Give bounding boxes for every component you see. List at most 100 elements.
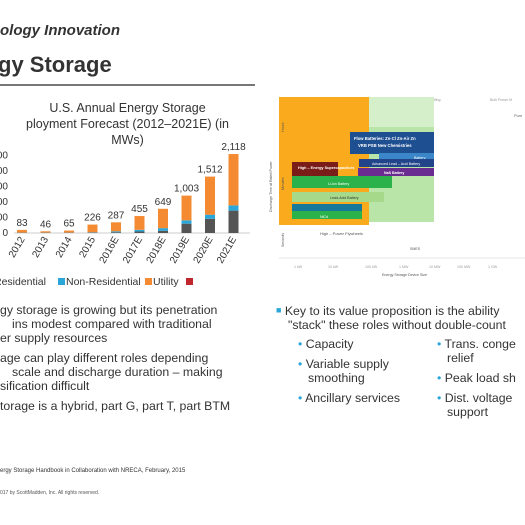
diagram-x-axis-label: Energy Storage Device Size	[382, 273, 427, 277]
chart-title-line: ployment Forecast (2012–2021E) (in	[26, 117, 229, 131]
bar-segment	[64, 230, 74, 233]
flow-batteries-label: Flow Batteries: Zn-Cl Zn-Air Zn	[354, 136, 416, 141]
diagram-x-tick: 10 MW	[429, 265, 441, 269]
x-tick-label: 2017E	[121, 235, 145, 266]
dot-bullet-icon: •	[298, 357, 303, 371]
right-sub-list-a: • Capacity • Variable supply smoothing •…	[298, 337, 433, 405]
chart-title-line: MWs)	[111, 133, 144, 147]
bullet-line: sification difficult	[0, 379, 90, 393]
bar-total-label: 455	[131, 204, 148, 215]
diagram-x-tick: 1 GW	[488, 265, 498, 269]
bar-segment	[228, 205, 239, 211]
diagram-top-label: Bulk Power M	[490, 98, 512, 102]
bar-segment	[181, 223, 192, 233]
supercapacitors-label: High – Energy Supercapacitors	[298, 166, 354, 170]
diagram-x-tick: 1 MW	[399, 265, 409, 269]
square-bullet-icon: ■	[276, 305, 282, 315]
advanced-lead-acid-label: Advanced Lead – Acid Battery	[372, 162, 420, 166]
bar-total-label: 226	[84, 213, 101, 224]
bar-segment	[205, 176, 215, 215]
dot-bullet-icon: •	[298, 337, 303, 351]
bar-segment	[158, 228, 168, 231]
dot-bullet-icon: •	[437, 337, 442, 351]
diagram-y-tick: Seconds	[281, 233, 285, 247]
y-tick-label: 00	[0, 213, 8, 224]
battery-box	[379, 153, 434, 161]
flywheels-label: High – Power Flywheels	[320, 231, 363, 236]
bullet-line: "stack" these roles without double-count	[288, 318, 506, 332]
title-divider	[0, 84, 255, 86]
nas-battery-label: NaS Battery	[384, 171, 404, 175]
diagram-x-tick: 1 kW	[294, 265, 303, 269]
dot-bullet-icon: •	[298, 391, 303, 405]
bar-segment	[158, 208, 168, 229]
nicd-label: NiCd	[320, 215, 328, 219]
diagram-x-tick: 10 kW	[328, 265, 339, 269]
x-tick-label: 2015	[77, 235, 98, 260]
diagram-top-right-label: Pum	[514, 113, 523, 118]
lead-acid-battery-box	[292, 192, 384, 202]
bar-segment	[17, 229, 27, 233]
bar-segment	[134, 231, 145, 233]
bar-segment	[87, 224, 98, 233]
source-footnote: ergy Storage Handbook in Collaboration w…	[0, 468, 186, 474]
battery-label: Battery	[414, 156, 426, 160]
bar-segment	[181, 195, 192, 221]
right-sub-list-b: • Trans. conge relief • Peak load sh • D…	[437, 337, 525, 419]
bar-total-label: 46	[40, 219, 52, 230]
bar-total-label: 65	[63, 219, 75, 230]
diagram-y-tick: Hours	[281, 122, 285, 132]
bullet-line: scale and discharge duration – making	[12, 365, 223, 379]
bar-total-label: 2,118	[221, 142, 246, 153]
diagram-x-tick: 100 MW	[457, 265, 471, 269]
sub-bullet-line: Dist. voltage	[444, 391, 513, 405]
bar-total-label: 83	[16, 218, 28, 229]
bar-segment	[228, 210, 239, 233]
legend-label: Residential	[0, 276, 46, 288]
sub-bullet-line: support	[447, 405, 489, 419]
sub-bullet-line: smoothing	[308, 371, 365, 385]
slide-title: gy Storage	[0, 52, 112, 77]
bar-total-label: 287	[108, 210, 125, 221]
bar-total-label: 649	[155, 197, 172, 208]
y-tick-label: 00	[0, 197, 8, 208]
legend-label: Utility	[153, 276, 179, 288]
y-tick-label: 00	[0, 151, 8, 162]
y-tick-label: 0	[2, 228, 8, 239]
ups-power-quality-region	[279, 97, 369, 225]
bullet-line: gy storage is growing but its penetratio…	[0, 303, 218, 317]
chart-title-line: U.S. Annual Energy Storage	[49, 101, 206, 115]
nicd-box	[292, 204, 362, 211]
bullet-line: er supply resources	[0, 331, 108, 345]
supercapacitors-box	[292, 162, 338, 178]
bar-segment	[111, 231, 121, 233]
x-tick-label: 2019E	[168, 235, 192, 266]
li-ion-battery-box	[292, 176, 392, 188]
x-tick-label: 2021E	[215, 235, 239, 266]
bar-segment	[134, 216, 145, 230]
x-tick-label: 2020E	[192, 235, 216, 266]
diagram-x-tick: 100 kW	[365, 265, 378, 269]
bar-segment	[228, 154, 239, 206]
x-tick-label: 2018E	[145, 235, 169, 266]
legend-swatch	[58, 278, 65, 285]
right-main-bullet: ■ Key to its value proposition is the ab…	[276, 303, 525, 332]
bar-segment	[111, 232, 121, 233]
grid-support-upper-region	[369, 97, 434, 127]
sub-bullet-line: Variable supply	[305, 357, 389, 371]
bar-segment	[111, 222, 121, 232]
bar-total-label: 1,512	[197, 165, 222, 176]
legend-swatch	[145, 278, 152, 285]
smes-label: SMES	[410, 247, 421, 251]
x-tick-label: 2012	[7, 235, 28, 260]
chart-title: U.S. Annual Energy Storage ployment Fore…	[0, 100, 255, 148]
diagram-y-tick: Minutes	[281, 177, 285, 190]
left-bullet-1: gy storage is growing but its penetratio…	[0, 303, 250, 345]
deployment-forecast-chart: 0000000000083201246201365201422620152872…	[0, 142, 250, 288]
sub-bullet-line: Capacity	[305, 337, 354, 351]
bullet-line: torage is a hybrid, part G, part T, part…	[0, 399, 231, 413]
y-tick-label: 00	[0, 182, 8, 193]
x-tick-label: 2016E	[98, 235, 122, 266]
bullet-line: Key to its value proposition is the abil…	[284, 304, 500, 318]
copyright-footnote: 017 by ScottMadden, Inc. All rights rese…	[0, 490, 100, 496]
